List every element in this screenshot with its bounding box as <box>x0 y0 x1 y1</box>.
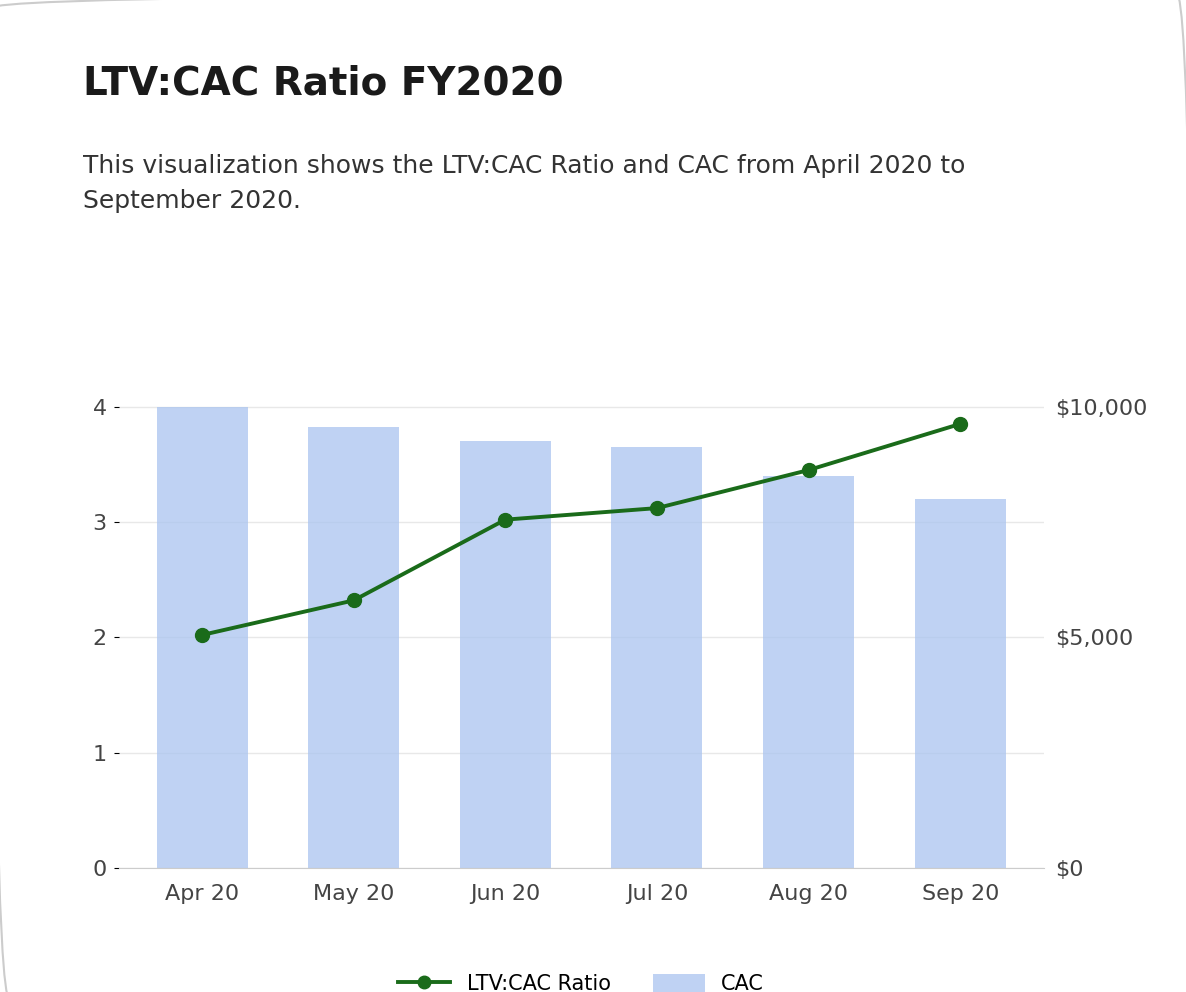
Bar <box>612 447 702 868</box>
Text: This visualization shows the LTV:CAC Ratio and CAC from April 2020 to
September : This visualization shows the LTV:CAC Rat… <box>83 154 965 213</box>
Bar <box>914 499 1006 868</box>
Bar <box>460 441 550 868</box>
Bar <box>308 428 400 868</box>
Text: LTV:CAC Ratio FY2020: LTV:CAC Ratio FY2020 <box>83 64 563 102</box>
Legend: LTV:CAC Ratio, CAC: LTV:CAC Ratio, CAC <box>390 965 772 992</box>
Bar <box>763 476 854 868</box>
Bar <box>157 407 248 868</box>
